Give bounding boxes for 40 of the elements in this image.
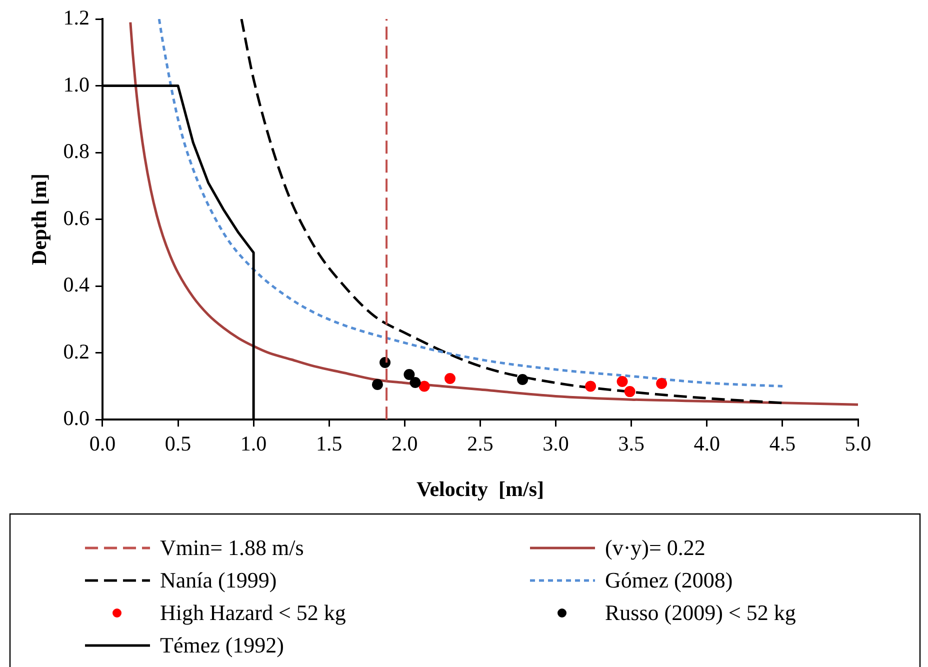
x-tick-label: 4.5 xyxy=(769,432,796,456)
line-series xyxy=(129,21,858,406)
x-tick-label: 1.0 xyxy=(240,432,267,456)
x-tick-label: 1.5 xyxy=(316,432,342,456)
y-tick-label: 0.4 xyxy=(63,272,90,297)
point xyxy=(517,374,528,386)
y-tick-label: 0.6 xyxy=(63,206,90,230)
x-tick-label: 0.5 xyxy=(164,432,192,456)
legend-label: High Hazard < 52 kg xyxy=(160,600,346,625)
point xyxy=(418,380,430,392)
x-tick-label: 2.5 xyxy=(467,432,494,456)
x-tick-label: 0.0 xyxy=(89,432,116,456)
legend-label: (v·y)= 0.22 xyxy=(605,534,706,560)
legend-label: Nanía (1999) xyxy=(160,567,277,592)
legend-label: Vmin= 1.88 m/s xyxy=(160,534,304,560)
line-series xyxy=(158,19,784,388)
point xyxy=(624,386,636,398)
legend-label: Gómez (2008) xyxy=(605,567,733,592)
x-tick-label: 5.0 xyxy=(844,432,872,456)
y-tick-label: 0.8 xyxy=(63,139,90,164)
y-tick-label: 0.2 xyxy=(63,339,90,364)
point xyxy=(410,377,421,388)
point xyxy=(444,373,456,384)
x-axis-title: Velocity [m/s] xyxy=(416,476,544,501)
legend-label: Russo (2009) < 52 kg xyxy=(605,600,796,625)
line-series xyxy=(240,19,784,404)
point xyxy=(585,380,596,392)
y-axis-title: Depth [m] xyxy=(27,174,52,266)
point xyxy=(372,379,383,390)
x-tick-label: 3.0 xyxy=(542,432,569,456)
point xyxy=(616,376,628,388)
y-tick-label: 1.2 xyxy=(63,6,90,30)
x-tick-label: 3.5 xyxy=(618,432,644,456)
y-tick-label: 1.0 xyxy=(63,72,90,96)
x-tick-label: 2.0 xyxy=(392,432,418,456)
point xyxy=(404,369,415,380)
y-tick-label: 0.0 xyxy=(63,406,90,430)
point xyxy=(656,378,668,390)
legend-label: Témez (1992) xyxy=(160,632,284,658)
x-tick-label: 4.0 xyxy=(694,432,720,456)
